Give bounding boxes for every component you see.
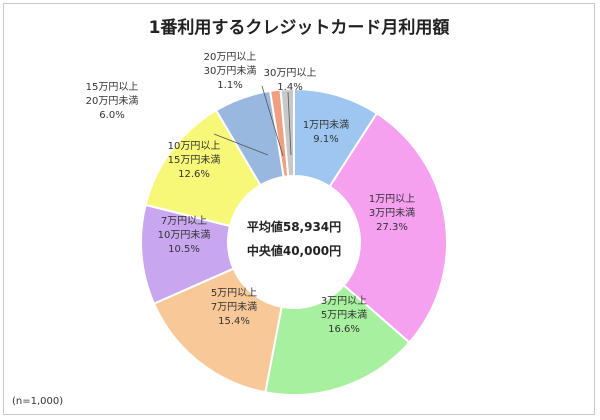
slice-label: 1万円以上: [369, 193, 415, 205]
slice-label: 27.3%: [376, 222, 408, 233]
slice-label: 15万円以上: [86, 81, 139, 93]
leader-line: [213, 133, 269, 156]
pie-slice: [152, 267, 283, 394]
slice-label: 15万円未満: [168, 154, 221, 166]
pie-slice: [328, 111, 448, 344]
slice-label: 5万円以上: [211, 287, 257, 299]
chart-frame: 1番利用するクレジットカード月利用額 1万円未満 9.1% 1万円以上 3万円未満 27…: [3, 3, 595, 415]
slice-label: 12.6%: [178, 169, 210, 180]
slice-label: 3万円以上: [321, 295, 367, 307]
slice-label: 3万円未満: [369, 207, 415, 219]
slice-label: 1.1%: [217, 80, 242, 91]
slice-label: 10万円以上: [168, 140, 221, 152]
slice-label: 20万円未満: [86, 95, 139, 107]
slice-label: 5万円未満: [321, 309, 367, 321]
sample-size-note: (n=1,000): [12, 396, 63, 407]
slice-label: 7万円以上: [161, 215, 207, 227]
slice-label: 10万円未満: [158, 229, 211, 241]
slice-label: 1.4%: [277, 82, 302, 93]
pie-slice: [264, 283, 411, 396]
slices-group: [140, 87, 448, 396]
slice-label: 15.4%: [218, 316, 250, 327]
slice-label: 20万円以上: [204, 51, 257, 63]
slice-label: 30万円以上: [264, 67, 317, 79]
chart-title: 1番利用するクレジットカード月利用額: [149, 17, 450, 38]
leader-line: [287, 91, 292, 156]
center-mean: 平均値58,934円: [247, 219, 341, 234]
slice-label: 6.0%: [99, 110, 124, 121]
slice-label: 30万円未満: [204, 65, 257, 77]
donut-chart: 1番利用するクレジットカード月利用額 1万円未満 9.1% 1万円以上 3万円未満 27…: [12, 17, 450, 407]
slice-label: 9.1%: [313, 134, 338, 145]
center-median: 中央値40,000円: [247, 243, 341, 258]
slice-label: 1万円未満: [303, 119, 349, 131]
leader-line: [261, 85, 284, 157]
labels-group: 1万円未満 9.1% 1万円以上 3万円未満 27.3% 3万円以上 5万円未満 16.6% 5…: [86, 51, 416, 335]
slice-label: 10.5%: [168, 244, 200, 255]
slice-label: 7万円未満: [211, 301, 257, 313]
slice-label: 16.6%: [328, 324, 360, 335]
